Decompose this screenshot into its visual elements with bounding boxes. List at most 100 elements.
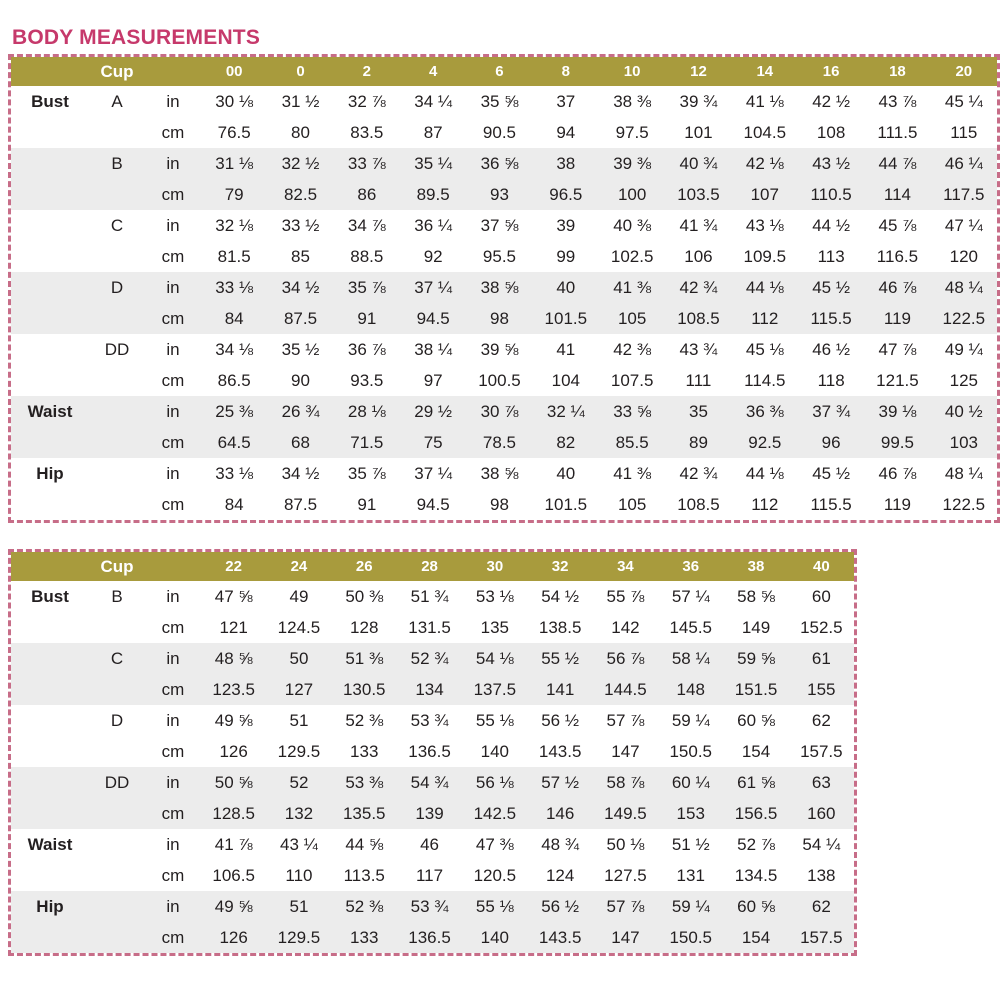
measure-label-cell: Waist	[27, 835, 73, 854]
measurement-value-cell: 47 ¼	[944, 216, 983, 235]
measurement-value-cell: 40	[556, 278, 576, 297]
measurement-value-cell: 149	[741, 618, 771, 637]
measurement-value-cell: 44 ⅛	[745, 464, 784, 483]
measurement-value-cell: 125	[949, 371, 978, 390]
measurement-value-cell: 46 ⅞	[878, 464, 917, 483]
table-row: cm 128.5 132 135.5 139 142.5 146 149.5 153 156.5 1…	[11, 798, 854, 829]
measurement-value-cell: 41 ⅜	[613, 464, 652, 483]
measurement-value-cell: 111.5	[877, 123, 918, 142]
cup-cell	[89, 117, 145, 148]
measurement-value-cell: 96.5	[549, 185, 583, 204]
measurement-value-cell: 64.5	[217, 433, 251, 452]
measurement-value-cell: 133	[350, 928, 379, 947]
measurement-value-cell: 97	[423, 371, 443, 390]
measurement-value-cell: 42 ⅜	[613, 340, 652, 359]
measurement-value-cell: 143.5	[538, 928, 582, 947]
measurement-value-cell: 34 ½	[281, 278, 320, 297]
measurement-value-cell: 147	[611, 742, 640, 761]
cup-cell	[89, 365, 145, 396]
measurement-value-cell: 108.5	[677, 309, 720, 328]
measurement-value-cell: 94.5	[416, 495, 450, 514]
measurement-value-cell: 35 ½	[281, 340, 320, 359]
measurement-value-cell: 45 ⅞	[878, 216, 917, 235]
measurement-value-cell: 127.5	[604, 866, 647, 885]
measurement-value-cell: 104	[551, 371, 580, 390]
measurement-value-cell: 51 ½	[671, 835, 710, 854]
measurement-value-cell: 92	[423, 247, 443, 266]
measure-label-cell: Hip	[36, 897, 64, 916]
size-header-cell: 00	[225, 63, 243, 80]
measurement-value-cell: 120	[949, 247, 978, 266]
measurement-value-cell: 55 ⅛	[475, 711, 514, 730]
unit-cell: cm	[161, 680, 185, 699]
measurement-value-cell: 35	[689, 402, 708, 421]
measurement-value-cell: 87	[423, 123, 443, 142]
measurement-value-cell: 127	[284, 680, 314, 699]
measurement-value-cell: 59 ⅝	[737, 649, 775, 668]
measurement-value-cell: 81.5	[217, 247, 251, 266]
measurement-value-cell: 55 ⅞	[606, 587, 645, 606]
measurement-value-cell: 53 ⅛	[475, 587, 514, 606]
measurement-value-cell: 106	[684, 247, 713, 266]
measurement-value-cell: 109.5	[743, 247, 787, 266]
measurement-value-cell: 36 ⅝	[480, 154, 519, 173]
measurement-value-cell: 57 ¼	[671, 587, 710, 606]
measurement-value-cell: 147	[611, 928, 640, 947]
measurement-value-cell: 46 ¼	[944, 154, 983, 173]
measurement-value-cell: 38 ¼	[414, 340, 453, 359]
header-blank-unit	[145, 552, 201, 581]
measurement-value-cell: 101.5	[544, 309, 588, 328]
measurement-value-cell: 87.5	[283, 309, 318, 328]
table-row: Hip in 33 ⅛ 34 ½ 35 ⅞ 37 ¼ 38 ⅝ 40 41 ⅜ 42 ¾ 44 ⅛ 4…	[11, 458, 997, 489]
measurement-value-cell: 148	[676, 680, 705, 699]
cup-header-cell: Cup	[100, 62, 134, 81]
header-row: Cup 22 24 26 28 30 32 34 36 38 40	[11, 552, 854, 581]
size-header-cell: 8	[561, 63, 570, 80]
measurement-value-cell: 88.5	[350, 247, 384, 266]
size-header-cell: 10	[623, 63, 641, 80]
measurement-value-cell: 41 ⅛	[745, 92, 784, 111]
measurement-value-cell: 82.5	[283, 185, 318, 204]
measurement-value-cell: 131.5	[408, 618, 451, 637]
measurement-value-cell: 99.5	[880, 433, 914, 452]
size-header-cell: 12	[690, 63, 707, 80]
measurement-value-cell: 132	[284, 804, 314, 823]
measurement-value-cell: 143.5	[538, 742, 582, 761]
measure-label-cell: Waist	[27, 402, 73, 421]
table-row: Waist in 41 ⅞ 43 ¼ 44 ⅝ 46 47 ⅜ 48 ¾ 50 ⅛ 51 ½ 52 …	[11, 829, 854, 860]
table-row: cm 81.5 85 88.5 92 95.5 99 102.5 106 109.5 113 116.…	[11, 241, 997, 272]
measurement-value-cell: 123.5	[212, 680, 255, 699]
measurement-value-cell: 99	[556, 247, 576, 266]
unit-cell: in	[166, 92, 180, 111]
measurement-value-cell: 40	[556, 464, 576, 483]
measurement-value-cell: 32 ½	[281, 154, 320, 173]
measurement-value-cell: 45 ⅛	[745, 340, 784, 359]
measurement-value-cell: 51 ⅜	[345, 649, 384, 668]
measurement-value-cell: 142	[611, 618, 640, 637]
measure-label-cell	[11, 922, 89, 953]
measurement-value-cell: 51 ¾	[410, 587, 449, 606]
size-header-cell: 16	[822, 63, 840, 80]
unit-cell: cm	[161, 433, 185, 452]
measurement-value-cell: 50 ⅝	[214, 773, 253, 792]
measurement-value-cell: 56 ½	[541, 711, 580, 730]
measurement-value-cell: 113	[817, 247, 845, 266]
table-row: cm 86.5 90 93.5 97 100.5 104 107.5 111 114.5 118 12…	[11, 365, 997, 396]
header-row: Cup 00 0 2 4 6 8 10 12 14 16 18 20	[11, 57, 997, 86]
measurement-value-cell: 101	[684, 123, 713, 142]
measurement-value-cell: 93.5	[350, 371, 384, 390]
measurement-value-cell: 57 ½	[541, 773, 580, 792]
measurement-value-cell: 104.5	[743, 123, 787, 142]
measurement-value-cell: 34 ⅞	[347, 216, 386, 235]
unit-cell: in	[166, 402, 180, 421]
measurement-value-cell: 124	[545, 866, 575, 885]
cup-cell	[89, 427, 145, 458]
header-blank-unit	[145, 57, 201, 86]
measurement-value-cell: 49 ¼	[944, 340, 983, 359]
measurement-value-cell: 122.5	[942, 495, 986, 514]
